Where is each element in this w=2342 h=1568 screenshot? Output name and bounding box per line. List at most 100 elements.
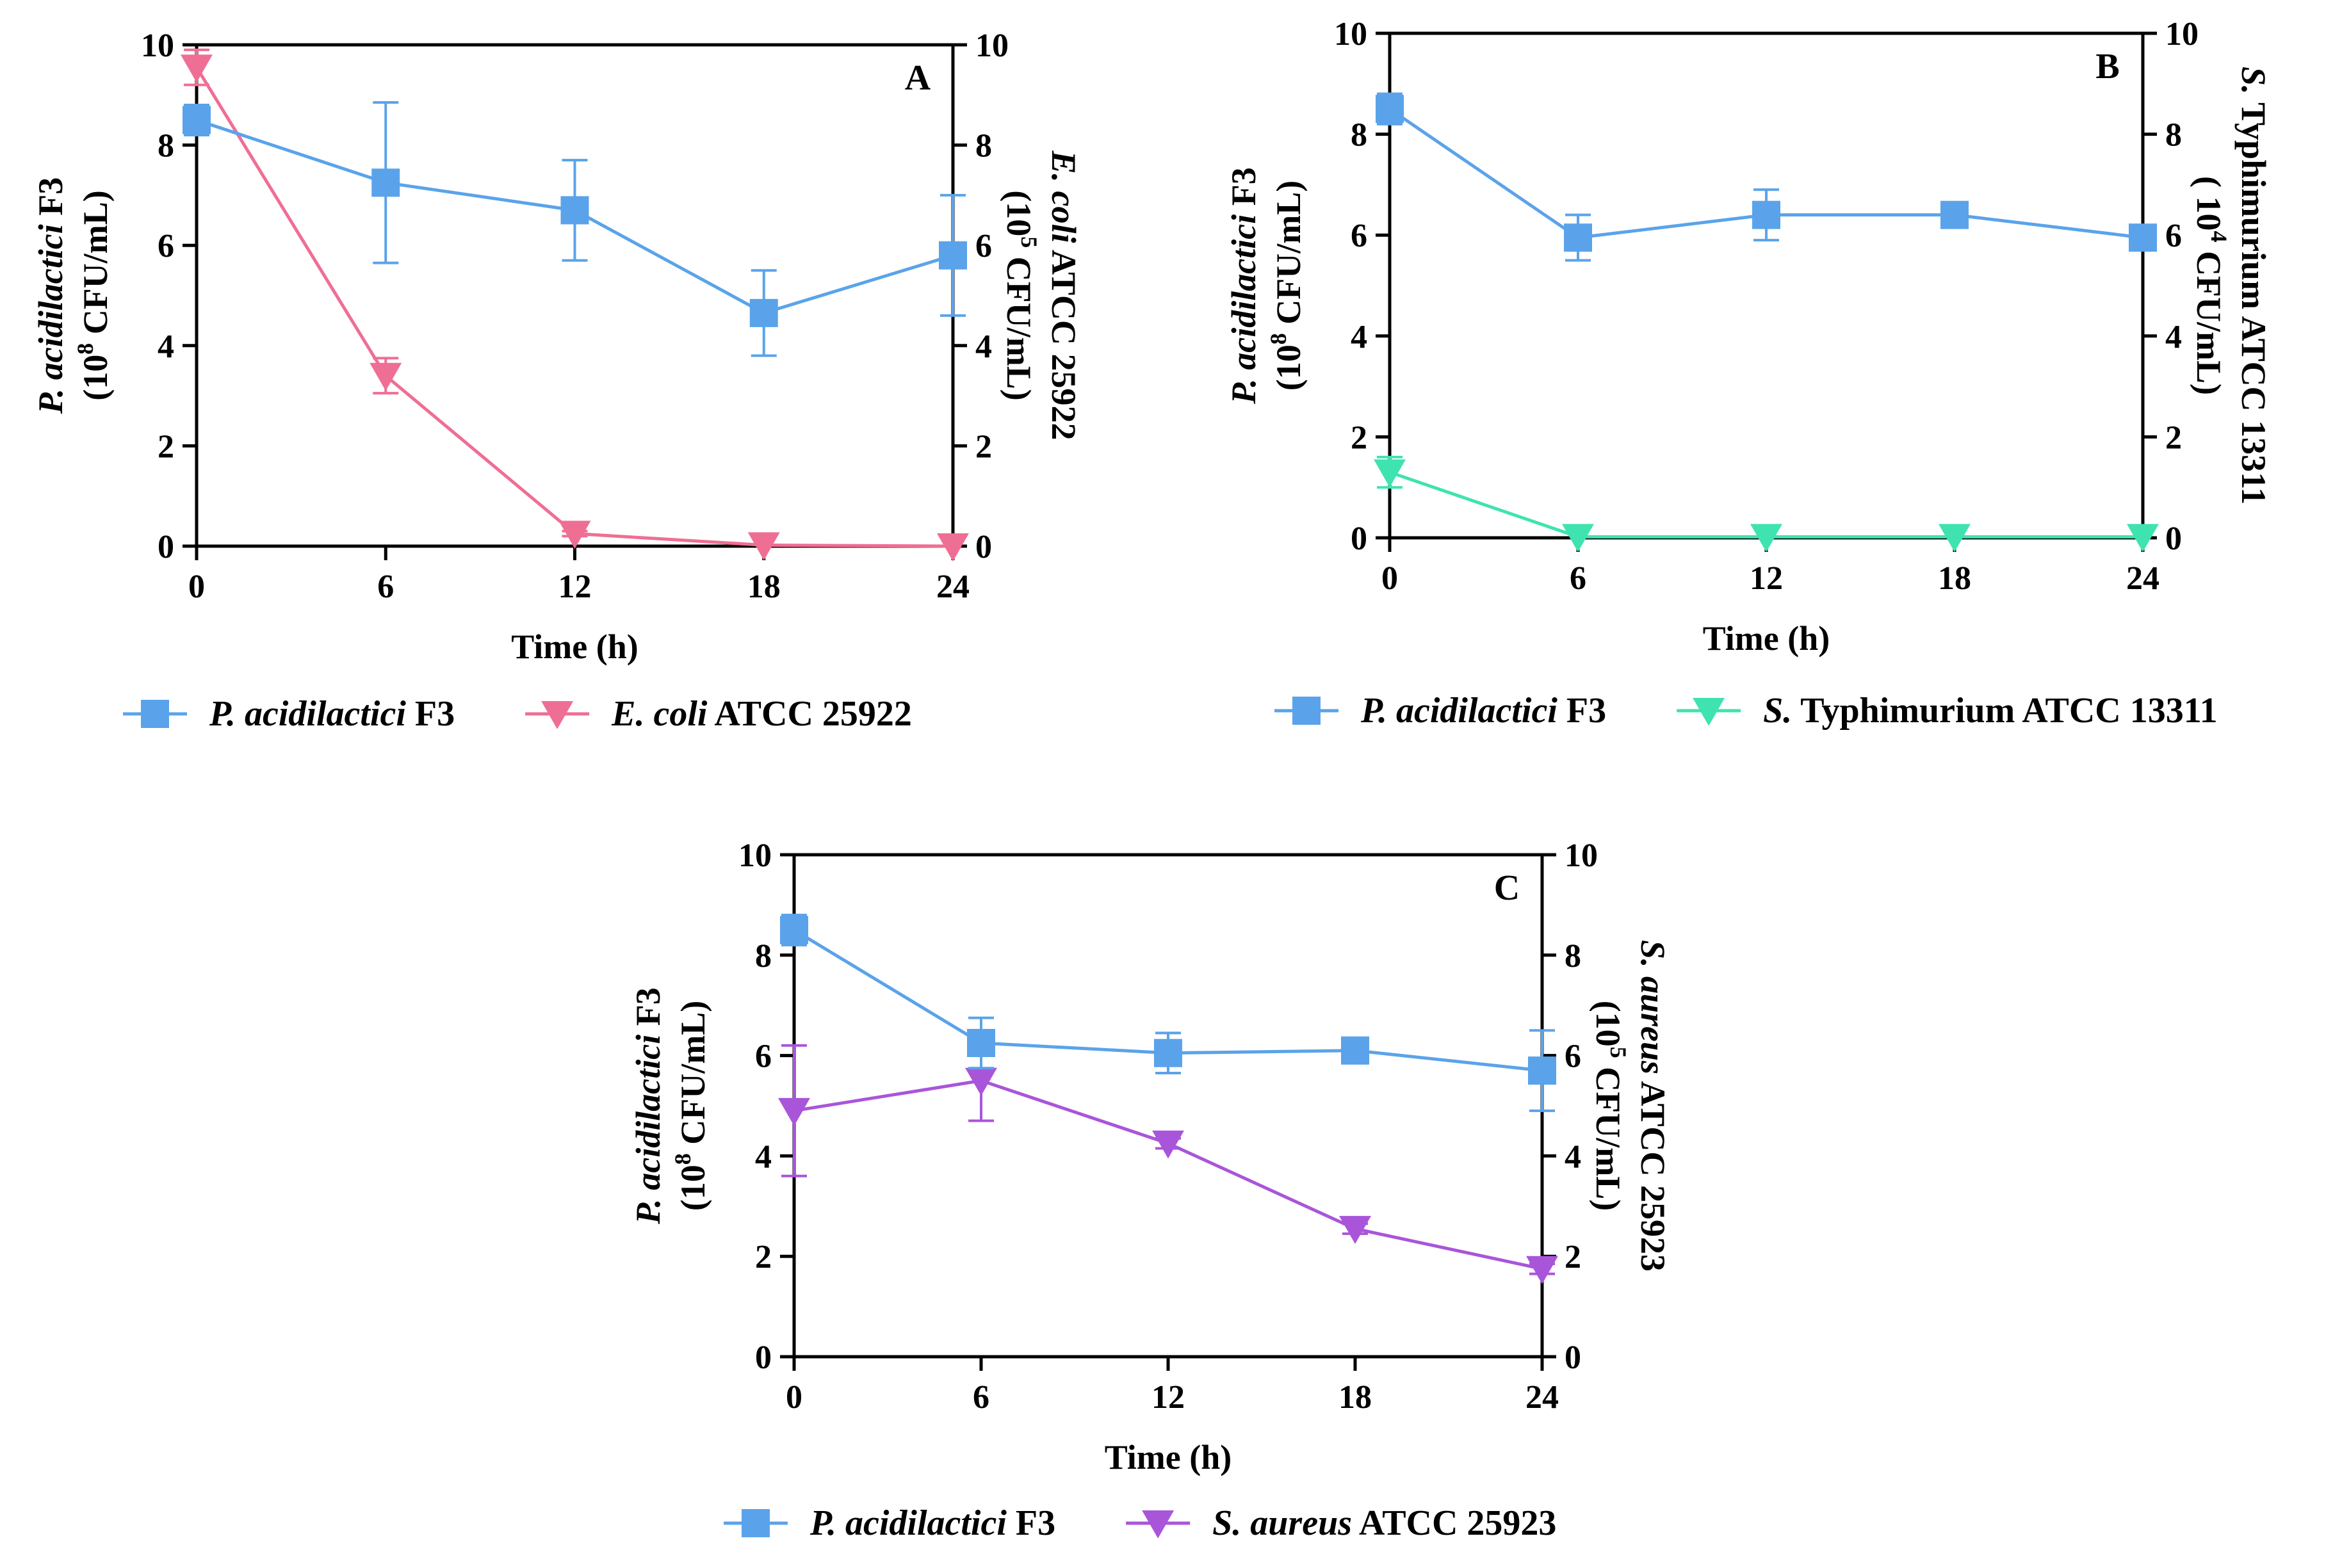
y-axis-unit-pre: (10 bbox=[674, 1165, 712, 1211]
data-point bbox=[560, 196, 589, 225]
legend-entry-italic: P. acidilactici bbox=[209, 694, 406, 734]
y2-tick-label: 4 bbox=[2165, 319, 2182, 355]
legend: P. acidilactici F3 S. aureus ATCC 25923 bbox=[724, 1503, 1556, 1543]
y-axis-label: P. acidilactici F3 bbox=[1224, 167, 1263, 404]
legend-entry-italic: P. acidilactici bbox=[1360, 691, 1557, 731]
legend-marker bbox=[541, 701, 574, 729]
x-tick-label: 12 bbox=[1151, 1379, 1185, 1416]
legend-marker bbox=[742, 1509, 770, 1537]
y-axis-label-text: F3 bbox=[31, 177, 70, 225]
data-point bbox=[1341, 1036, 1369, 1065]
data-point bbox=[1939, 524, 1971, 553]
y-axis-unit-pre: (10 bbox=[1269, 344, 1308, 391]
y-tick-label: 8 bbox=[1351, 117, 1367, 154]
y-tick-label: 8 bbox=[158, 128, 174, 165]
x-axis-label: Time (h) bbox=[1105, 1438, 1232, 1476]
x-axis-label: Time (h) bbox=[1703, 619, 1830, 658]
y2-tick-label: 6 bbox=[2165, 218, 2182, 254]
data-point bbox=[1562, 524, 1594, 553]
y-tick-label: 2 bbox=[158, 428, 174, 465]
data-point bbox=[1376, 95, 1404, 124]
y-axis-label-italic: P. acidilactici bbox=[31, 224, 70, 414]
x-tick-label: 0 bbox=[786, 1379, 802, 1416]
x-tick-label: 6 bbox=[377, 569, 394, 605]
y-tick-label: 4 bbox=[1351, 319, 1367, 355]
y2-axis-unit-post: CFU/mL) bbox=[1589, 1058, 1627, 1211]
y2-axis-label-text: ATCC 25922 bbox=[1045, 243, 1083, 440]
legend: P. acidilactici F3 S. Typhimurium ATCC 13… bbox=[1274, 691, 2218, 731]
y-axis-unit-post: CFU/mL) bbox=[1269, 181, 1308, 333]
data-point bbox=[558, 521, 591, 549]
y2-tick-label: 2 bbox=[975, 428, 992, 465]
data-point bbox=[778, 1097, 810, 1126]
data-point bbox=[939, 241, 967, 270]
plot-frame bbox=[792, 853, 1544, 1359]
y-axis-label-text: F3 bbox=[629, 987, 667, 1035]
series-1 bbox=[1374, 455, 2159, 553]
y2-tick-label: 2 bbox=[2165, 419, 2182, 456]
series-0 bbox=[1376, 92, 2157, 262]
data-point bbox=[1154, 1039, 1182, 1067]
y-tick-label: 10 bbox=[738, 837, 772, 874]
data-point bbox=[780, 916, 808, 944]
y-tick-label: 2 bbox=[755, 1239, 772, 1275]
y2-axis-unit-sup: 5 bbox=[1016, 236, 1042, 248]
y-tick-label: 8 bbox=[755, 938, 772, 974]
data-point bbox=[183, 106, 211, 134]
legend-marker bbox=[141, 700, 169, 728]
x-tick-label: 6 bbox=[973, 1379, 989, 1416]
x-tick-label: 18 bbox=[1938, 560, 1971, 597]
y2-axis-label-unit: (105 CFU/mL) bbox=[1000, 190, 1042, 400]
legend-entry-italic: P. acidilactici bbox=[809, 1503, 1007, 1543]
y-axis-label: P. acidilactici F3 bbox=[629, 987, 667, 1224]
data-point bbox=[370, 362, 402, 391]
data-point bbox=[967, 1029, 995, 1057]
y2-tick-label: 0 bbox=[1565, 1339, 1581, 1376]
series-1 bbox=[181, 48, 969, 562]
panel-label: B bbox=[2095, 47, 2119, 86]
y-axis-label-unit: (108 CFU/mL) bbox=[1265, 181, 1308, 391]
legend-entry: P. acidilactici F3 bbox=[1360, 691, 1606, 731]
series-1 bbox=[778, 1039, 1558, 1284]
x-tick-label: 18 bbox=[747, 569, 781, 605]
data-point bbox=[1152, 1130, 1184, 1159]
y2-axis-label: S. Typhimurium ATCC 13311 bbox=[2234, 67, 2273, 505]
data-point bbox=[749, 298, 778, 327]
x-tick-label: 24 bbox=[936, 569, 970, 605]
y2-tick-label: 6 bbox=[975, 228, 992, 264]
y2-axis-label-unit: (105 CFU/mL) bbox=[1589, 1001, 1631, 1211]
y2-axis-unit-sup: 4 bbox=[2206, 231, 2232, 243]
data-point bbox=[2129, 223, 2157, 252]
y2-axis-label: S. aureus ATCC 25923 bbox=[1634, 940, 1672, 1272]
data-point bbox=[181, 54, 213, 83]
y2-tick-label: 4 bbox=[975, 328, 992, 365]
y-tick-label: 2 bbox=[1351, 419, 1367, 456]
y-axis-label-italic: P. acidilactici bbox=[1224, 214, 1263, 405]
data-point bbox=[747, 532, 780, 561]
legend-entry-text: F3 bbox=[406, 694, 455, 734]
y2-tick-label: 8 bbox=[2165, 117, 2182, 154]
x-tick-label: 24 bbox=[2126, 560, 2159, 597]
data-point bbox=[1940, 200, 1969, 229]
data-point bbox=[1528, 1056, 1556, 1085]
legend-entry-italic: S. aureus bbox=[1212, 1503, 1352, 1543]
panel-label: A bbox=[905, 58, 931, 98]
legend-entry-text: ATCC 25923 bbox=[1352, 1503, 1556, 1543]
series-line bbox=[195, 66, 954, 548]
data-point bbox=[1750, 524, 1782, 553]
y2-axis-label-italic: E. coli bbox=[1045, 150, 1083, 243]
legend-marker bbox=[1693, 698, 1725, 726]
y-axis-unit-post: CFU/mL) bbox=[674, 1001, 712, 1153]
legend-entry-italic: S. bbox=[1763, 691, 1792, 731]
y-axis-unit-post: CFU/mL) bbox=[76, 190, 115, 343]
y-tick-label: 10 bbox=[141, 28, 174, 64]
y2-axis-unit-sup: 5 bbox=[1606, 1047, 1631, 1058]
x-axis-label: Time (h) bbox=[511, 627, 638, 666]
plot-frame bbox=[1388, 31, 2145, 540]
y-axis-unit-sup: 8 bbox=[670, 1153, 695, 1165]
series-line bbox=[793, 1079, 1543, 1271]
x-tick-label: 24 bbox=[1525, 1379, 1559, 1416]
data-point bbox=[937, 533, 969, 562]
